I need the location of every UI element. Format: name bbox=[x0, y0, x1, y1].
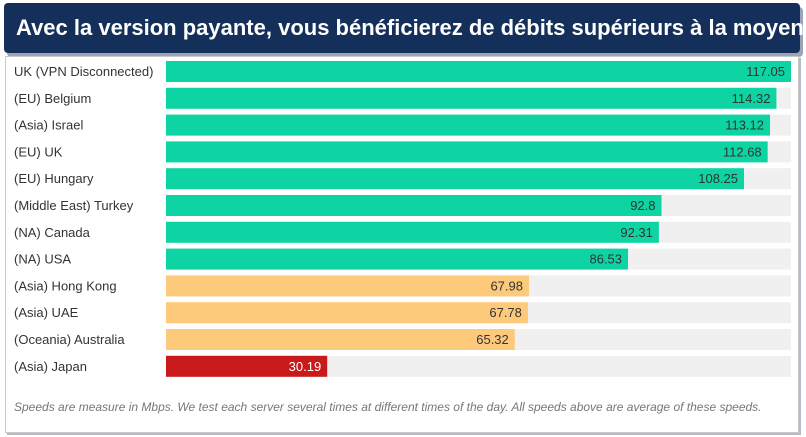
bar-na-canada bbox=[166, 221, 659, 243]
chart-footnote: Speeds are measure in Mbps. We test each… bbox=[14, 400, 762, 414]
bar-oceania-australia bbox=[166, 329, 515, 350]
value-label-eu-hungary: 108.25 bbox=[698, 171, 738, 186]
value-label-uk-vpn-disconnected: 117.05 bbox=[746, 64, 785, 79]
category-label-na-usa: (NA) USA bbox=[14, 252, 71, 267]
speed-bar-chart: UK (VPN Disconnected) 117.05 (EU) Belgium 1… bbox=[14, 61, 791, 377]
category-label-uk-vpn-disconnected: UK (VPN Disconnected) bbox=[14, 64, 153, 79]
value-label-middle-east-turkey: 92.8 bbox=[630, 198, 655, 213]
category-label-oceania-australia: (Oceania) Australia bbox=[14, 332, 125, 347]
bar-asia-uae bbox=[166, 302, 528, 324]
value-label-oceania-australia: 65.32 bbox=[476, 332, 509, 347]
category-label-asia-japan: (Asia) Japan bbox=[14, 359, 87, 374]
category-label-middle-east-turkey: (Middle East) Turkey bbox=[14, 198, 134, 213]
value-label-asia-israel: 113.12 bbox=[725, 118, 764, 133]
bar-asia-israel bbox=[166, 114, 771, 136]
bar-middle-east-turkey bbox=[166, 195, 662, 216]
category-label-asia-israel: (Asia) Israel bbox=[14, 118, 83, 133]
bar-asia-hong-kong bbox=[166, 275, 529, 297]
bar-eu-uk bbox=[166, 141, 768, 163]
value-label-na-usa: 86.53 bbox=[589, 252, 622, 267]
category-label-eu-uk: (EU) UK bbox=[14, 144, 63, 159]
value-label-asia-japan: 30.19 bbox=[289, 359, 322, 374]
category-label-eu-belgium: (EU) Belgium bbox=[14, 91, 91, 106]
category-label-asia-hong-kong: (Asia) Hong Kong bbox=[14, 278, 117, 293]
bar-uk-vpn-disconnected bbox=[166, 61, 791, 82]
value-label-na-canada: 92.31 bbox=[620, 225, 653, 240]
bar-eu-hungary bbox=[166, 168, 745, 190]
value-label-asia-uae: 67.78 bbox=[489, 305, 522, 320]
chart-panel: UK (VPN Disconnected) 117.05 (EU) Belgium 1… bbox=[5, 56, 799, 433]
category-label-eu-hungary: (EU) Hungary bbox=[14, 171, 94, 186]
bar-asia-japan bbox=[166, 355, 328, 377]
bar-na-usa bbox=[166, 248, 629, 270]
value-label-eu-uk: 112.68 bbox=[723, 144, 762, 159]
category-label-asia-uae: (Asia) UAE bbox=[14, 305, 79, 320]
page-title: Avec la version payante, vous bénéficier… bbox=[16, 15, 806, 40]
title-banner: Avec la version payante, vous bénéficier… bbox=[4, 3, 806, 53]
value-label-eu-belgium: 114.32 bbox=[732, 91, 771, 106]
bar-eu-belgium bbox=[166, 87, 777, 109]
value-label-asia-hong-kong: 67.98 bbox=[490, 278, 523, 293]
category-label-na-canada: (NA) Canada bbox=[14, 225, 91, 240]
